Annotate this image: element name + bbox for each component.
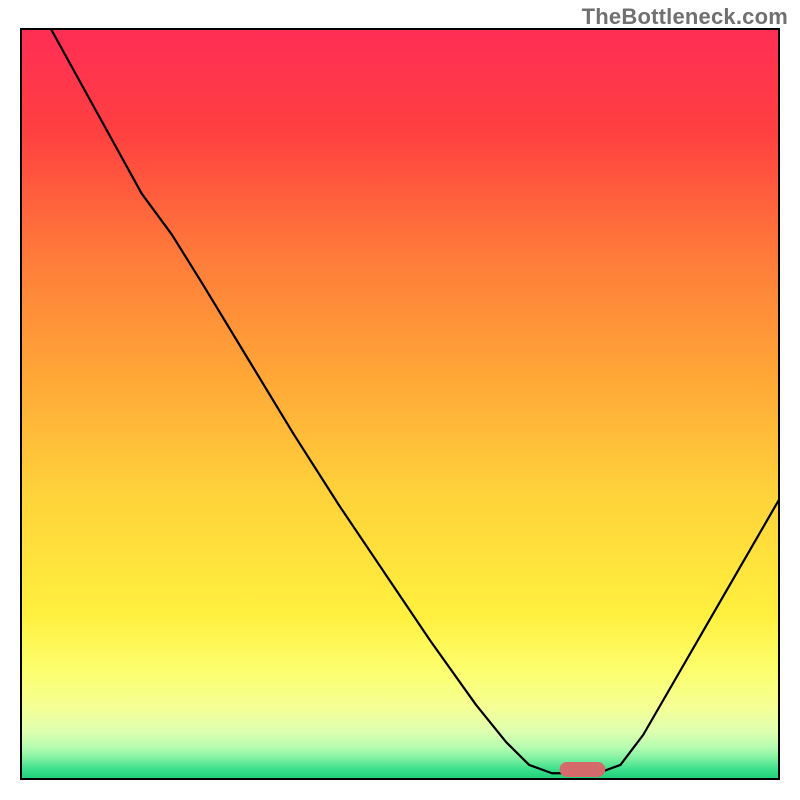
- optimal-marker: [560, 762, 606, 777]
- gradient-background: [20, 28, 780, 780]
- plot-area: [20, 28, 780, 780]
- watermark-label: TheBottleneck.com: [582, 4, 788, 30]
- chart-container: TheBottleneck.com: [0, 0, 800, 800]
- plot-svg: [20, 28, 780, 780]
